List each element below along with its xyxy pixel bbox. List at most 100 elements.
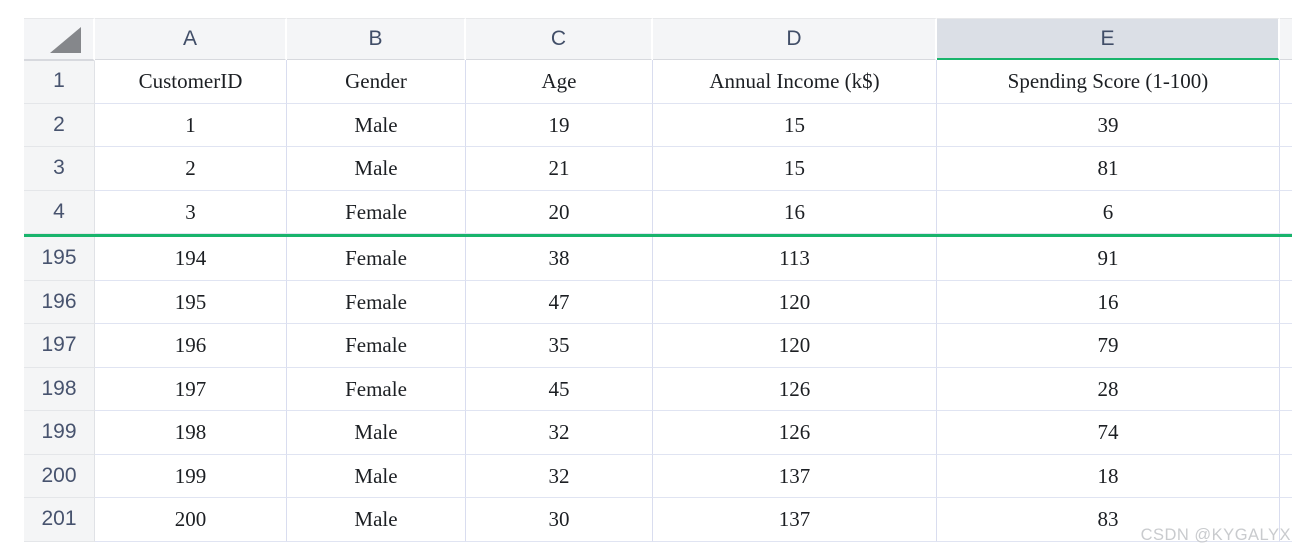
cell[interactable]: Male — [287, 103, 466, 147]
table-row: 196 195 Female 47 120 16 — [24, 280, 1292, 324]
column-header-b[interactable]: B — [287, 18, 466, 61]
cell-sliver[interactable] — [1280, 190, 1292, 234]
cell[interactable]: 6 — [937, 190, 1280, 234]
cell[interactable]: 83 — [937, 498, 1280, 542]
cell[interactable]: 38 — [466, 237, 653, 281]
row-header[interactable]: 3 — [24, 147, 95, 191]
cell[interactable]: 113 — [653, 237, 937, 281]
cell[interactable]: 200 — [95, 498, 287, 542]
cell-sliver[interactable] — [1280, 411, 1292, 455]
cell[interactable]: 45 — [466, 367, 653, 411]
cell[interactable]: 137 — [653, 498, 937, 542]
row-header[interactable]: 198 — [24, 367, 95, 411]
hidden-rows-split-divider — [24, 234, 1292, 237]
table-row: 2 1 Male 19 15 39 — [24, 103, 1292, 147]
cell-sliver[interactable] — [1280, 103, 1292, 147]
column-header-row: A B C D E — [24, 18, 1292, 61]
cell[interactable]: 126 — [653, 411, 937, 455]
cell[interactable]: 28 — [937, 367, 1280, 411]
cell[interactable]: 18 — [937, 454, 1280, 498]
cell[interactable]: 15 — [653, 147, 937, 191]
cell[interactable]: 79 — [937, 324, 1280, 368]
cell[interactable]: 35 — [466, 324, 653, 368]
row-header[interactable]: 196 — [24, 280, 95, 324]
cell[interactable]: 20 — [466, 190, 653, 234]
row-header[interactable]: 2 — [24, 103, 95, 147]
cell[interactable]: 32 — [466, 411, 653, 455]
cell[interactable]: Female — [287, 190, 466, 234]
table-row: 199 198 Male 32 126 74 — [24, 411, 1292, 455]
cell-customerid-label[interactable]: CustomerID — [95, 60, 287, 104]
cell[interactable]: Female — [287, 367, 466, 411]
cell-gender-label[interactable]: Gender — [287, 60, 466, 104]
column-header-e-selected[interactable]: E — [937, 18, 1280, 61]
row-header[interactable]: 199 — [24, 411, 95, 455]
cell[interactable]: 39 — [937, 103, 1280, 147]
select-all-triangle-icon — [50, 27, 81, 53]
cell[interactable]: Female — [287, 280, 466, 324]
cell-score-label[interactable]: Spending Score (1-100) — [937, 60, 1280, 104]
cell[interactable]: 137 — [653, 454, 937, 498]
table-row: 4 3 Female 20 16 6 — [24, 190, 1292, 234]
table-row: 195 194 Female 38 113 91 — [24, 237, 1292, 281]
cell[interactable]: 194 — [95, 237, 287, 281]
cell[interactable]: 2 — [95, 147, 287, 191]
row-header[interactable]: 197 — [24, 324, 95, 368]
row-header[interactable]: 200 — [24, 454, 95, 498]
spreadsheet: A B C D E 1 CustomerID Gender Age Annual… — [24, 18, 1292, 542]
cell[interactable]: 19 — [466, 103, 653, 147]
row-header[interactable]: 1 — [24, 60, 95, 104]
table-row: 201 200 Male 30 137 83 — [24, 498, 1292, 542]
table-row: 200 199 Male 32 137 18 — [24, 454, 1292, 498]
cell-income-label[interactable]: Annual Income (k$) — [653, 60, 937, 104]
row-header[interactable]: 195 — [24, 237, 95, 281]
column-header-a[interactable]: A — [95, 18, 287, 61]
table-row: 1 CustomerID Gender Age Annual Income (k… — [24, 60, 1292, 104]
cell[interactable]: 15 — [653, 103, 937, 147]
cell[interactable]: Male — [287, 498, 466, 542]
csdn-watermark: CSDN @KYGALYX — [1140, 526, 1291, 544]
cell[interactable]: Male — [287, 454, 466, 498]
cell[interactable]: 126 — [653, 367, 937, 411]
cell[interactable]: 195 — [95, 280, 287, 324]
cell[interactable]: Male — [287, 411, 466, 455]
cell-age-label[interactable]: Age — [466, 60, 653, 104]
cell[interactable]: 16 — [937, 280, 1280, 324]
row-header[interactable]: 201 — [24, 498, 95, 542]
cell[interactable]: 47 — [466, 280, 653, 324]
cell[interactable]: 197 — [95, 367, 287, 411]
cell[interactable]: 16 — [653, 190, 937, 234]
cell[interactable]: Female — [287, 237, 466, 281]
cell[interactable]: 196 — [95, 324, 287, 368]
cell[interactable]: 81 — [937, 147, 1280, 191]
column-header-c[interactable]: C — [466, 18, 653, 61]
cell[interactable]: Female — [287, 324, 466, 368]
cell[interactable]: 199 — [95, 454, 287, 498]
cell-sliver[interactable] — [1280, 60, 1292, 104]
cell[interactable]: 3 — [95, 190, 287, 234]
cell-sliver[interactable] — [1280, 498, 1292, 542]
cell-sliver[interactable] — [1280, 454, 1292, 498]
cell-sliver[interactable] — [1280, 324, 1292, 368]
cell-sliver[interactable] — [1280, 147, 1292, 191]
column-header-f-sliver[interactable] — [1280, 18, 1292, 61]
cell[interactable]: Male — [287, 147, 466, 191]
table-row: 198 197 Female 45 126 28 — [24, 367, 1292, 411]
cell[interactable]: 91 — [937, 237, 1280, 281]
cell[interactable]: 30 — [466, 498, 653, 542]
cell-sliver[interactable] — [1280, 367, 1292, 411]
select-all-button[interactable] — [24, 18, 95, 61]
row-header[interactable]: 4 — [24, 190, 95, 234]
cell-sliver[interactable] — [1280, 280, 1292, 324]
cell[interactable]: 32 — [466, 454, 653, 498]
cell[interactable]: 120 — [653, 324, 937, 368]
table-row: 3 2 Male 21 15 81 — [24, 147, 1292, 191]
table-row: 197 196 Female 35 120 79 — [24, 324, 1292, 368]
cell[interactable]: 21 — [466, 147, 653, 191]
cell[interactable]: 1 — [95, 103, 287, 147]
column-header-d[interactable]: D — [653, 18, 937, 61]
cell[interactable]: 198 — [95, 411, 287, 455]
cell-sliver[interactable] — [1280, 237, 1292, 281]
cell[interactable]: 74 — [937, 411, 1280, 455]
cell[interactable]: 120 — [653, 280, 937, 324]
